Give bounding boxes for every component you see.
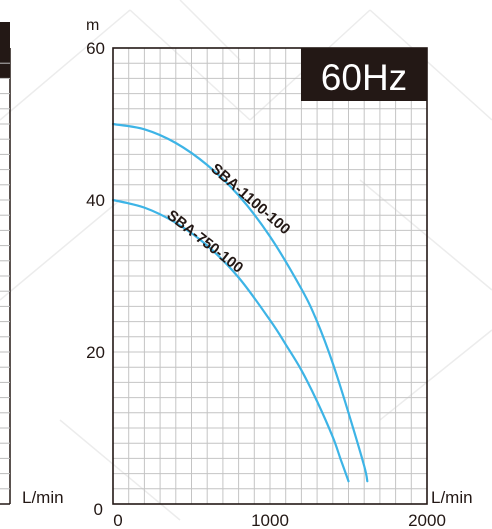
background-line — [59, 419, 181, 521]
y-tick-label: 0 — [94, 500, 103, 519]
x-tick-label: 1000 — [251, 511, 289, 529]
background-line — [0, 9, 131, 121]
background-line — [129, 9, 251, 121]
frequency-badge: 60Hz — [301, 48, 427, 101]
background-line — [0, 199, 121, 301]
badge-background — [301, 48, 427, 101]
y-tick-label: 40 — [86, 191, 105, 210]
background-line — [369, 9, 492, 121]
x-tick-label: 0 — [113, 511, 122, 529]
badge-label: 60Hz — [321, 57, 407, 98]
y-tick-label: 20 — [86, 343, 105, 362]
chart-grid — [113, 48, 427, 504]
plot-frame — [112, 47, 428, 505]
curve-sba-1100-100 — [111, 122, 369, 483]
left-chart-fragment: L/min — [0, 22, 64, 507]
background-line — [179, 0, 241, 61]
chart-axes — [112, 47, 428, 505]
x-axis-label: L/min — [431, 488, 473, 507]
x-tick-label: 2000 — [408, 511, 446, 529]
background-line — [379, 329, 492, 421]
background-line — [359, 179, 492, 291]
left-badge-fragment — [0, 22, 10, 78]
y-axis-label: m — [86, 17, 99, 34]
left-x-axis-label: L/min — [22, 488, 64, 507]
curve-label-sba-1100-100: SBA-1100-100 — [207, 160, 293, 238]
chart-curves — [111, 122, 369, 483]
curve-sba-750-100 — [111, 198, 350, 483]
y-tick-label: 60 — [86, 39, 105, 58]
